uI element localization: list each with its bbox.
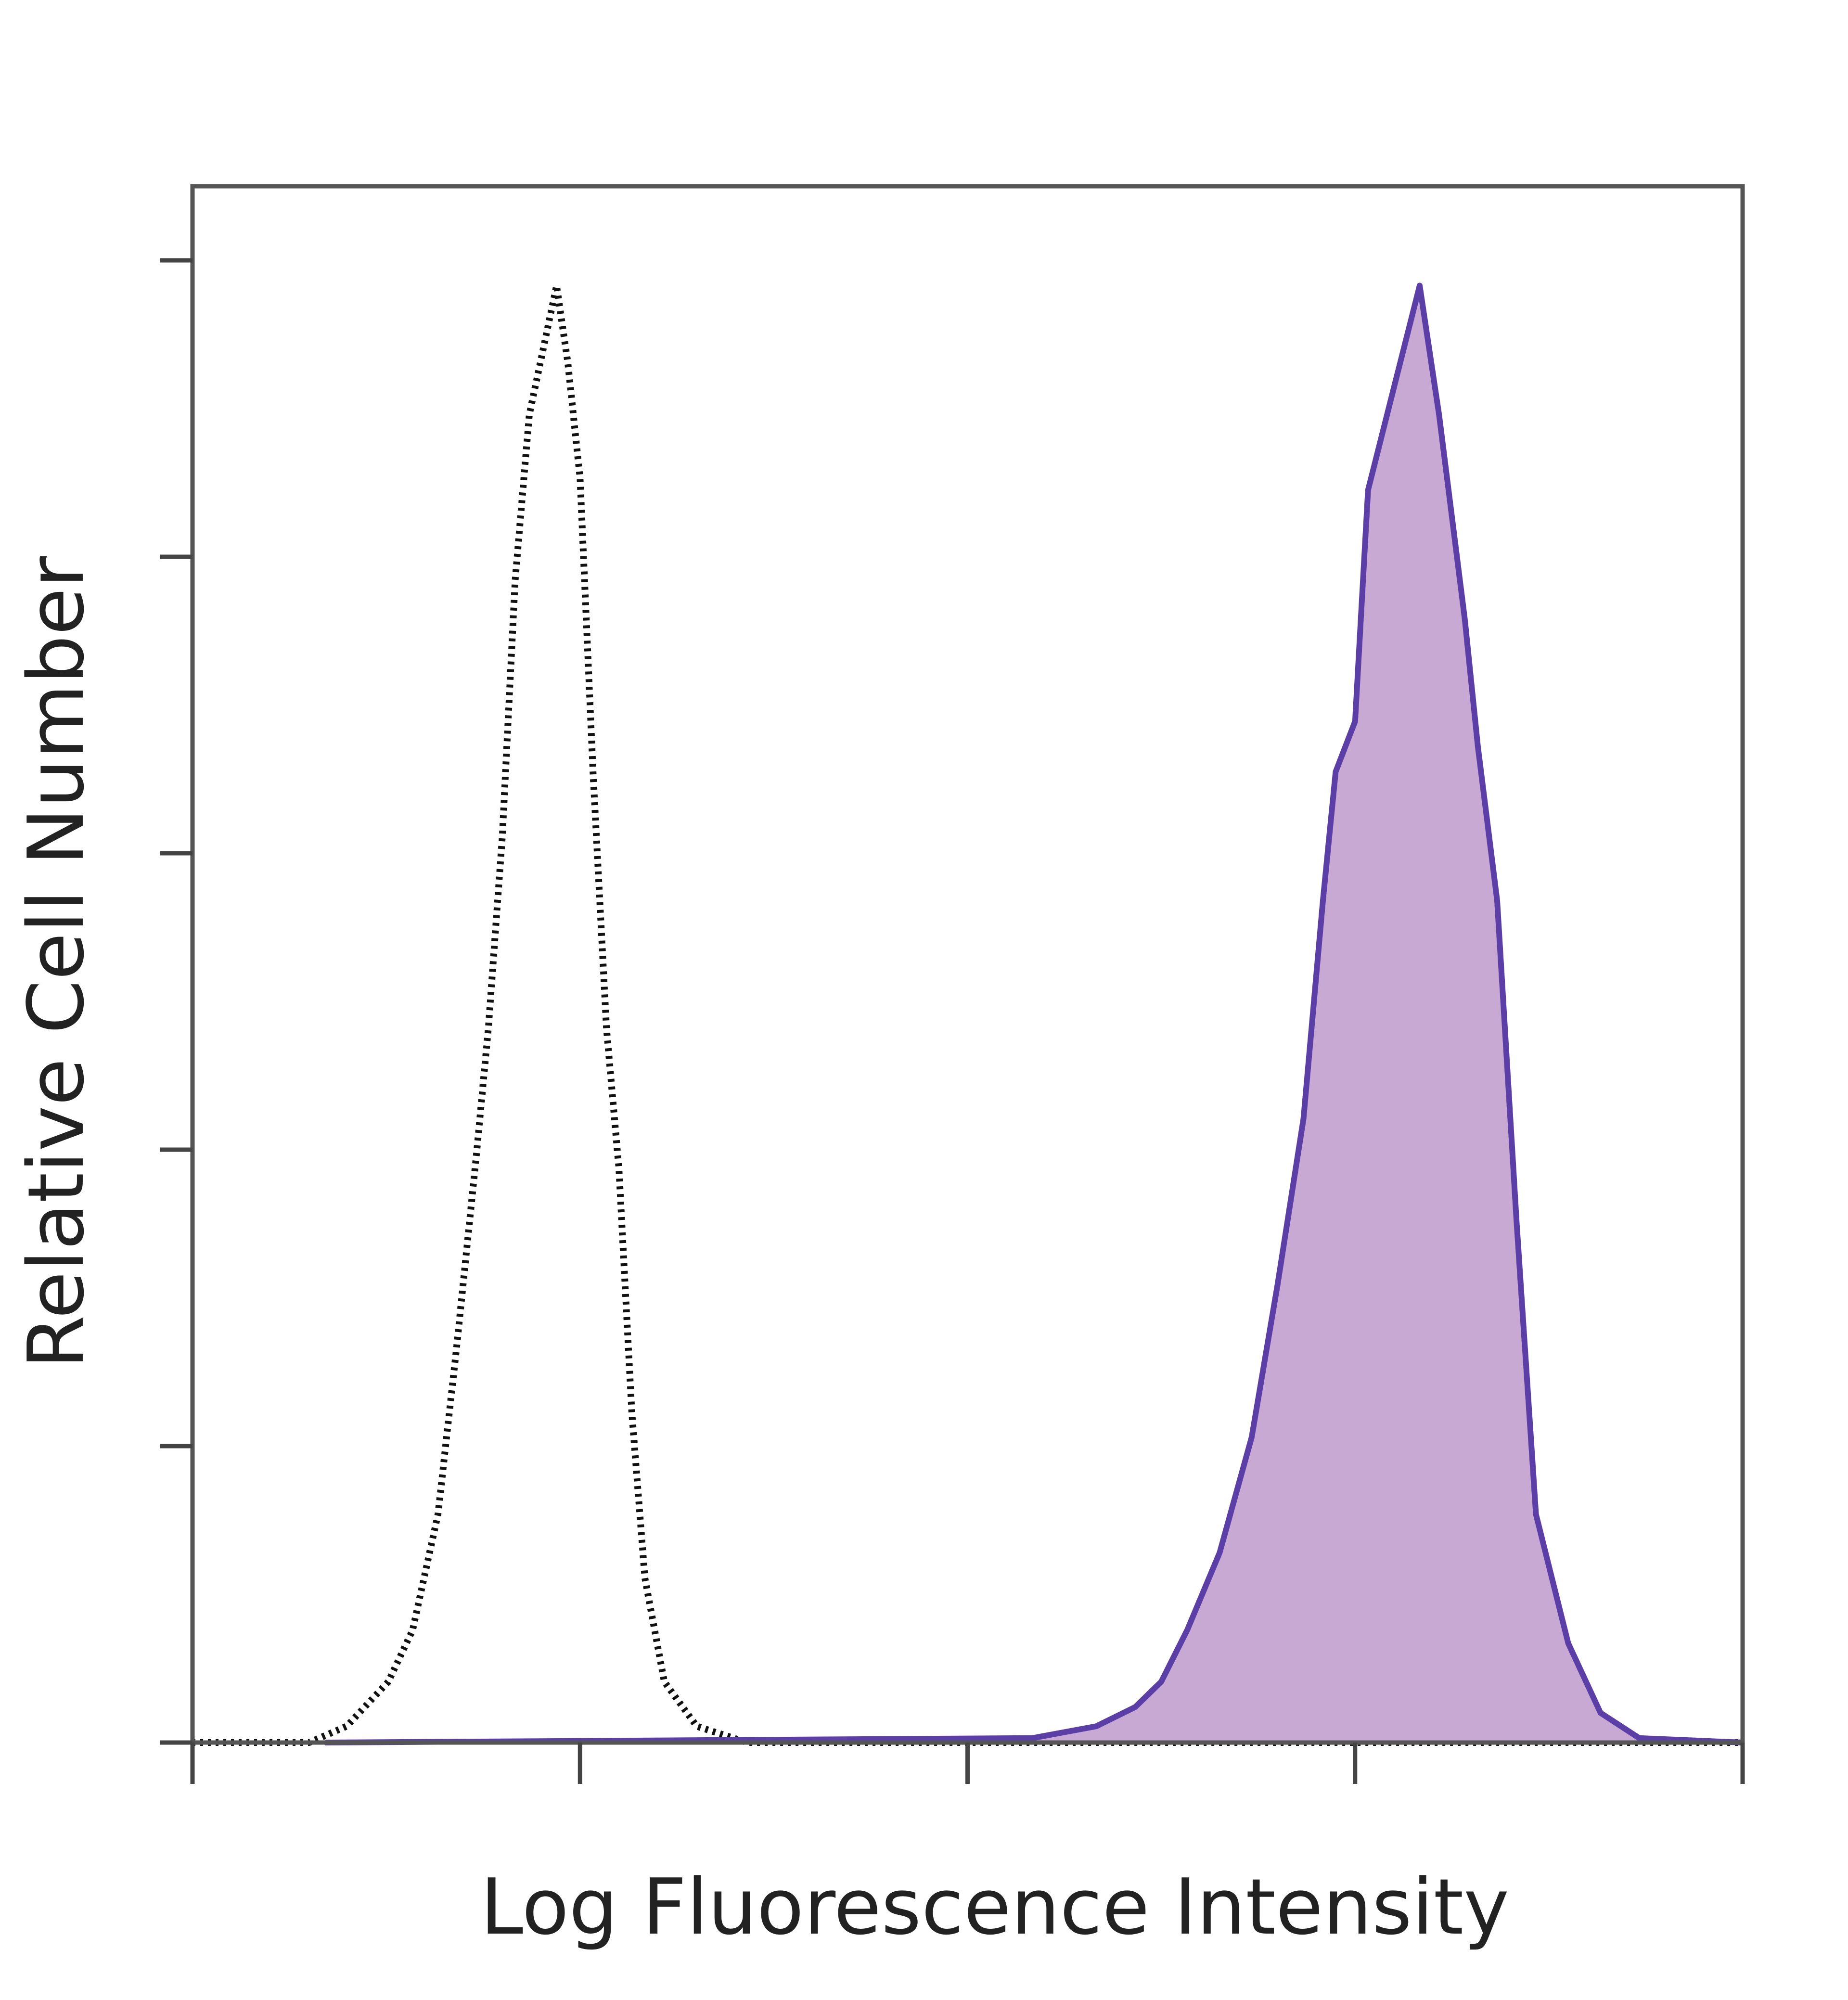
x-axis-label: Log Fluorescence Intensity bbox=[480, 1862, 1509, 1952]
area-fill bbox=[325, 285, 1743, 1743]
curve bbox=[325, 282, 1743, 1745]
y-axis-label: Relative Cell Number bbox=[11, 556, 101, 1369]
